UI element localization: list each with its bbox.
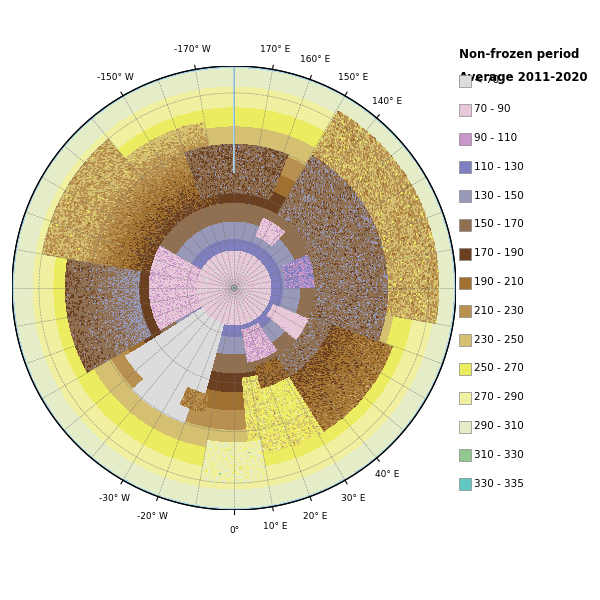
Text: 190 - 210: 190 - 210	[474, 277, 524, 287]
Text: 110 - 130: 110 - 130	[474, 162, 524, 172]
Text: 170° E: 170° E	[260, 44, 290, 53]
Text: 170 - 190: 170 - 190	[474, 248, 524, 258]
Text: 310 - 330: 310 - 330	[474, 450, 524, 460]
Text: 20° E: 20° E	[303, 512, 328, 521]
Text: 210 - 230: 210 - 230	[474, 306, 524, 316]
Text: 160° E: 160° E	[301, 55, 331, 64]
Text: -170° W: -170° W	[174, 44, 211, 53]
Text: 230 - 250: 230 - 250	[474, 335, 524, 344]
Text: -30° W: -30° W	[100, 494, 130, 503]
Polygon shape	[12, 66, 456, 510]
Text: 330 - 335: 330 - 335	[474, 479, 524, 488]
Text: 150° E: 150° E	[338, 73, 368, 82]
Text: 150 - 170: 150 - 170	[474, 220, 524, 229]
Text: -20° W: -20° W	[137, 512, 168, 521]
Text: < 70: < 70	[474, 76, 499, 85]
Text: Non-frozen period: Non-frozen period	[459, 48, 580, 61]
Text: 40° E: 40° E	[375, 470, 399, 479]
Text: 270 - 290: 270 - 290	[474, 392, 524, 402]
Text: -150° W: -150° W	[97, 73, 133, 82]
Text: 30° E: 30° E	[341, 494, 365, 503]
Text: 70 - 90: 70 - 90	[474, 104, 511, 114]
Text: 130 - 150: 130 - 150	[474, 191, 524, 200]
Text: Average 2011-2020: Average 2011-2020	[459, 71, 587, 84]
Text: 90 - 110: 90 - 110	[474, 133, 517, 143]
Text: 290 - 310: 290 - 310	[474, 421, 524, 431]
Text: 250 - 270: 250 - 270	[474, 364, 524, 373]
Text: 0°: 0°	[229, 526, 239, 535]
Text: 140° E: 140° E	[372, 97, 402, 106]
Text: 10° E: 10° E	[263, 523, 287, 532]
